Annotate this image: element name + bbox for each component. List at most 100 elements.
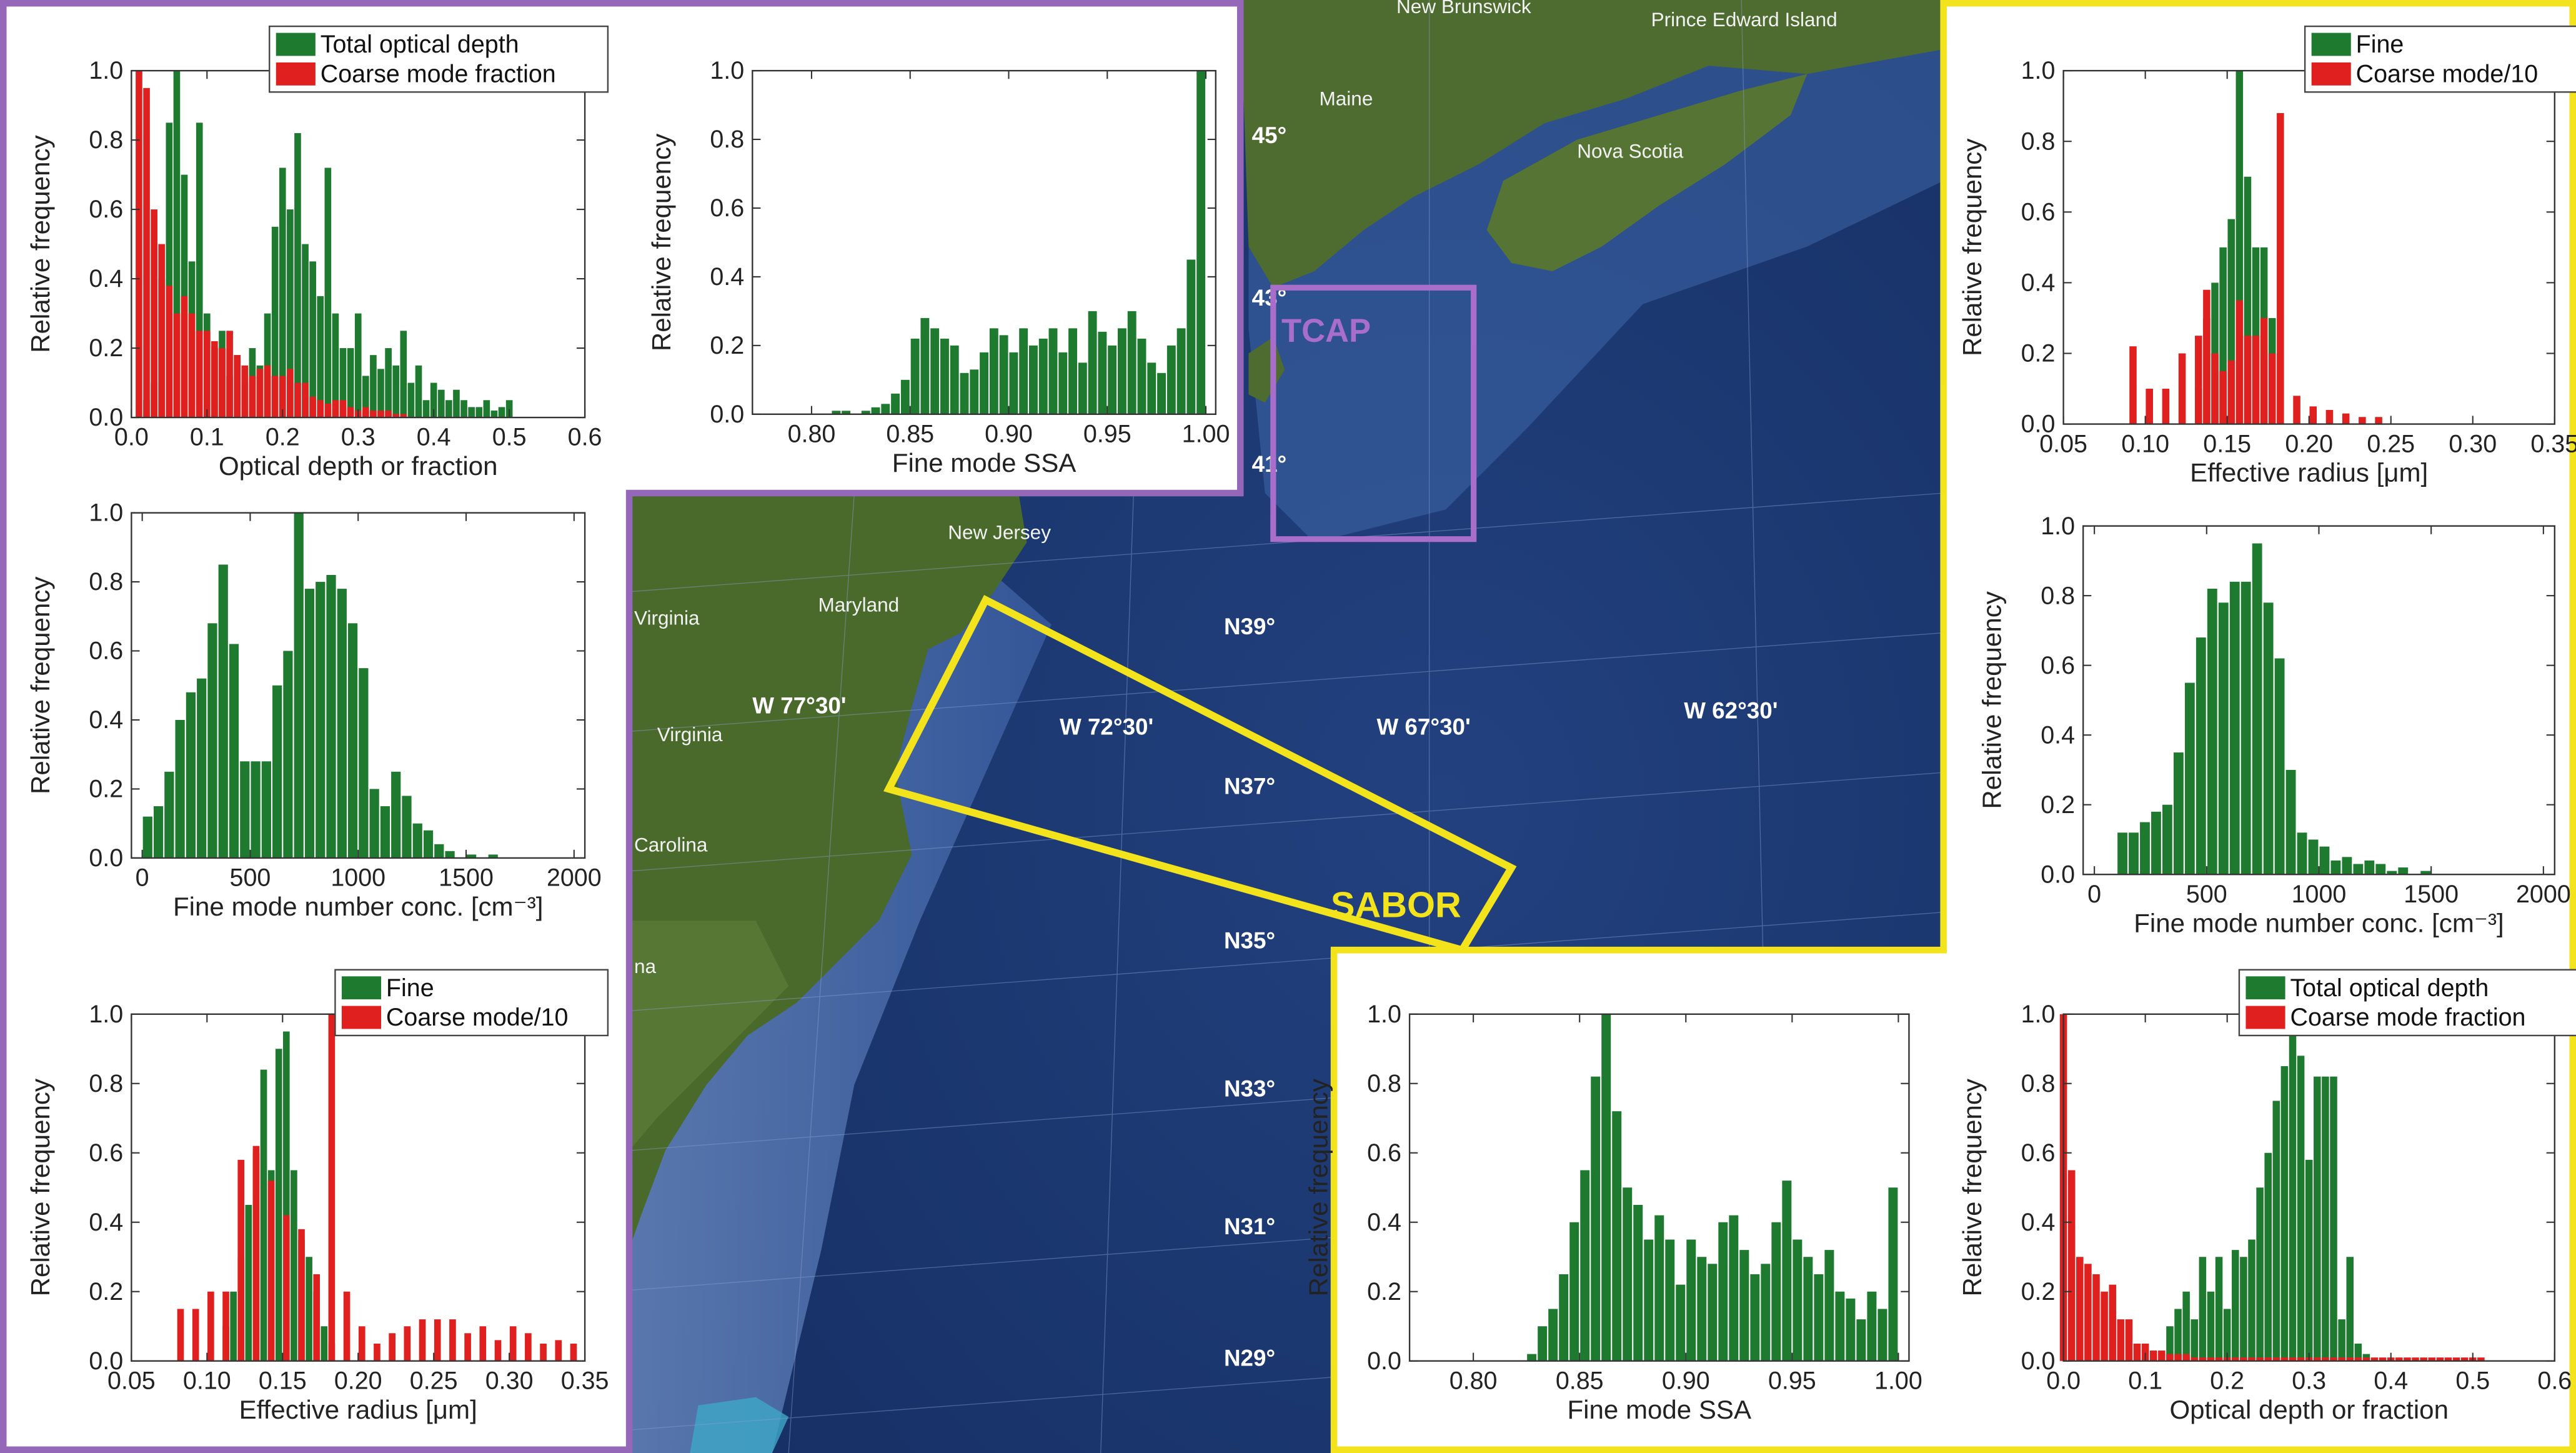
histogram-bar <box>309 396 316 418</box>
x-tick-label: 0.3 <box>341 424 375 451</box>
histogram-bar <box>1019 328 1028 414</box>
plot-frame <box>1408 1013 1910 1362</box>
histogram-bar <box>370 355 377 418</box>
histogram-bar <box>2117 832 2127 875</box>
histogram-bar <box>2215 1257 2223 1361</box>
histogram-bar <box>321 1326 328 1361</box>
histogram-bar <box>294 132 301 418</box>
histogram-bar <box>498 407 505 418</box>
label-nova-scotia: Nova Scotia <box>1577 139 1684 162</box>
legend-swatch <box>2311 32 2351 56</box>
histogram-bar <box>211 341 218 418</box>
histogram-bar <box>143 87 150 418</box>
histogram-bar <box>555 1340 562 1361</box>
histogram-bar <box>2362 1357 2370 1361</box>
histogram-bar <box>2215 1357 2223 1361</box>
histogram-bar <box>2263 602 2274 875</box>
histogram-bar <box>362 407 369 418</box>
y-tick-label: 0.2 <box>89 776 123 803</box>
histogram-bar <box>2277 112 2284 424</box>
lat-label-41: 41° <box>1252 451 1287 477</box>
histogram-bar <box>317 400 324 418</box>
histogram-bar <box>207 1291 214 1361</box>
histogram-bar <box>294 382 301 418</box>
histogram-bar <box>175 719 185 858</box>
histogram-bar <box>2452 1357 2460 1361</box>
histogram-bar <box>339 348 347 418</box>
histogram-bar <box>2274 658 2285 875</box>
y-tick-label: 0.6 <box>1367 1139 1401 1167</box>
histogram-bar <box>505 400 513 418</box>
histogram-bar <box>2420 871 2431 875</box>
histogram-panel-1: 0.0 0.2 0.4 0.6 0.8 1.0 0.80 0.85 0.90 0.95 1.00 Fi… <box>647 57 1230 477</box>
histogram-bar <box>1686 1239 1696 1361</box>
histogram-bar <box>2460 1357 2469 1361</box>
x-tick-label: 0.6 <box>2537 1367 2572 1394</box>
x-tick-label: 0.4 <box>2374 1367 2408 1394</box>
sabor-panel-frame <box>1330 0 2576 1453</box>
histogram-bar <box>2325 409 2334 424</box>
histogram-bar <box>920 317 930 414</box>
histogram-bar <box>2244 336 2252 424</box>
lat-label-33: N33° <box>1224 1076 1275 1101</box>
histogram-bar <box>434 1319 441 1361</box>
histogram-bar <box>374 1343 380 1361</box>
histogram-bar <box>347 623 358 858</box>
histogram-bar <box>1591 1076 1601 1361</box>
histogram-bar <box>1888 1187 1898 1361</box>
histogram-bar <box>279 376 286 418</box>
histogram-bar <box>1569 1222 1579 1361</box>
x-tick-label: 0.25 <box>2367 430 2415 457</box>
histogram-bar <box>272 685 282 858</box>
x-tick-label: 0.90 <box>985 420 1033 447</box>
histogram-bar <box>980 352 988 414</box>
histogram-bar <box>404 1326 411 1361</box>
histogram-bar <box>2125 1319 2133 1361</box>
histogram-bar <box>313 1274 321 1361</box>
histogram-bar <box>402 796 412 858</box>
y-tick-label: 0.4 <box>2021 269 2056 297</box>
histogram-bar <box>2354 1357 2362 1361</box>
histogram-bar <box>2309 406 2317 424</box>
y-tick-label: 0.4 <box>1367 1209 1401 1236</box>
histogram-bar <box>2240 1257 2247 1361</box>
tcap-region-label: TCAP <box>1281 312 1371 349</box>
y-tick-label: 0.0 <box>89 1347 123 1375</box>
lat-label-39: N39° <box>1224 614 1275 639</box>
histogram-bar <box>264 365 271 418</box>
histogram-bar <box>153 806 164 858</box>
histogram-bar <box>1038 338 1048 414</box>
histogram-bar <box>999 335 1008 414</box>
histogram-bar <box>891 393 900 414</box>
histogram-bar <box>2149 1351 2157 1361</box>
lat-label-37: N37° <box>1224 773 1275 799</box>
histogram-panel-0: 0.0 0.2 0.4 0.6 0.8 1.0 0.0 0.1 0.2 0.3 0.4 0.5 0.6 O… <box>26 25 609 481</box>
y-tick-label: 0.8 <box>1367 1070 1401 1097</box>
histogram-bar <box>2203 289 2210 424</box>
lon-label-77-30: W 77°30' <box>752 692 846 718</box>
histogram-bar <box>2280 1066 2289 1361</box>
histogram-bar <box>1068 328 1077 414</box>
histogram-bar <box>1793 1239 1803 1361</box>
histogram-bar <box>861 411 870 414</box>
histogram-bar <box>1803 1257 1813 1361</box>
histogram-bar <box>2244 176 2252 424</box>
x-tick-label: 1000 <box>331 864 385 892</box>
histogram-bar <box>483 400 490 418</box>
histogram-bar <box>230 1291 237 1361</box>
x-tick-label: 0.10 <box>2121 430 2169 457</box>
y-tick-label: 0.2 <box>2021 1278 2056 1306</box>
histogram-bar <box>192 1309 199 1361</box>
x-tick-label: 0.25 <box>410 1367 458 1394</box>
x-tick-label: 0.2 <box>2210 1367 2244 1394</box>
histogram-bar <box>339 400 347 418</box>
maine-landmass <box>1240 0 1944 288</box>
y-tick-label: 0.6 <box>2041 652 2075 679</box>
histogram-bar <box>2196 637 2206 875</box>
x-tick-label: 1.00 <box>1874 1367 1922 1394</box>
legend-swatch <box>2245 1006 2285 1029</box>
histogram-bar <box>1078 362 1087 414</box>
histogram-bar <box>1127 311 1136 414</box>
